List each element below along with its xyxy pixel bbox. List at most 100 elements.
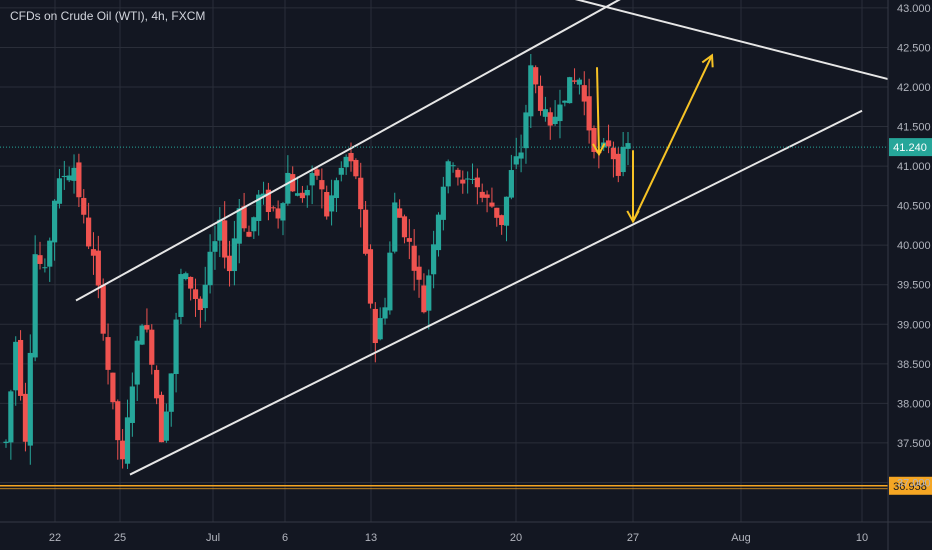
candle-body (241, 206, 247, 229)
candle-body (406, 238, 412, 242)
candle-body (401, 216, 408, 238)
candle-body (377, 318, 383, 340)
candle-body (17, 339, 24, 396)
candle-body (32, 254, 38, 358)
candle-body (202, 284, 208, 309)
candle-body (469, 178, 476, 180)
candle-body (533, 67, 539, 85)
candle-body (304, 189, 310, 196)
candle-body (421, 285, 427, 313)
candle-body (280, 203, 286, 221)
y-tick-label: 38.500 (897, 359, 931, 371)
candle-body (270, 207, 276, 209)
x-tick-label: Jul (206, 532, 220, 544)
candle-body (61, 175, 67, 178)
x-tick-label: 20 (510, 532, 522, 544)
arrow-shaft[interactable] (632, 54, 713, 222)
arrow-shaft[interactable] (596, 67, 600, 155)
candle-body (110, 372, 116, 403)
x-tick-label: 25 (114, 532, 126, 544)
candle-body (8, 391, 14, 443)
candle-body (508, 170, 514, 198)
candle-body (353, 159, 359, 177)
candle-body (71, 167, 77, 181)
y-tick-label: 40.000 (897, 240, 931, 252)
x-tick-label: 27 (627, 532, 639, 544)
candle-body (120, 440, 126, 460)
y-tick-label: 37.000 (897, 477, 931, 489)
candle-body (290, 174, 296, 192)
candle-body (207, 251, 213, 286)
candle-body (484, 194, 490, 198)
candle-body (285, 172, 291, 204)
candle-body (435, 214, 442, 251)
candle-body (528, 65, 534, 117)
candle-body (95, 250, 101, 286)
candle-body (197, 298, 203, 311)
support-price-badge (889, 476, 932, 495)
overlays: 41.240 36.958 (592, 53, 932, 495)
candle-body (605, 140, 612, 147)
candle-body (154, 369, 160, 399)
candle-body (479, 191, 485, 198)
candle-body (615, 153, 621, 176)
candle-body (37, 255, 43, 264)
candle-body (115, 401, 121, 441)
candle-body (168, 373, 174, 412)
candle-body (299, 192, 306, 199)
candle-body (275, 208, 281, 219)
candle-body (231, 238, 237, 272)
candle-body (460, 179, 466, 184)
arrow-head (701, 53, 714, 68)
candle-body (3, 441, 9, 444)
x-tick-label: 10 (856, 532, 868, 544)
x-tick-label: 13 (365, 532, 377, 544)
candle-body (620, 147, 626, 173)
candle-body (319, 180, 325, 190)
candle-body (188, 276, 194, 289)
candle-body (523, 112, 529, 149)
channel-line-lower[interactable] (129, 109, 863, 476)
channel-line-upper[interactable] (75, 0, 633, 302)
candle-body (256, 194, 262, 221)
candle-body (56, 178, 63, 204)
y-tick-label: 43.000 (897, 3, 931, 15)
candle-body (537, 85, 544, 111)
candle-body (552, 116, 558, 124)
candle-body (431, 244, 437, 275)
trend-lines (0, 0, 889, 490)
candle-body (294, 193, 301, 196)
candle-body (129, 386, 135, 423)
candle-body (27, 352, 33, 446)
candle-body (260, 193, 267, 197)
candle-body (158, 394, 165, 443)
candle-body (173, 319, 179, 374)
candle-body (13, 341, 19, 391)
candle-body (625, 143, 631, 149)
y-tick-label: 40.500 (897, 201, 931, 213)
candle-body (387, 252, 393, 311)
candle-body (513, 156, 519, 165)
candle-body (105, 337, 111, 370)
candle-body (134, 340, 140, 385)
candle-body (348, 152, 354, 162)
candle-body (328, 195, 335, 212)
candle-body (586, 96, 592, 131)
candle-body (562, 100, 568, 103)
candle-body (217, 219, 223, 241)
candle-body (324, 192, 330, 217)
x-tick-label: 6 (282, 532, 288, 544)
candle-body (251, 217, 257, 232)
candle-body (416, 266, 422, 280)
channel-line-descending[interactable] (548, 0, 889, 81)
candle-body (66, 175, 72, 181)
candle-body (542, 109, 548, 117)
candle-body (455, 169, 461, 178)
candle-body (576, 79, 583, 85)
candle-body (246, 231, 252, 237)
candle-body (450, 165, 456, 167)
candle-body (581, 85, 587, 102)
y-tick-label: 42.500 (897, 42, 931, 54)
candle-body (42, 267, 48, 269)
